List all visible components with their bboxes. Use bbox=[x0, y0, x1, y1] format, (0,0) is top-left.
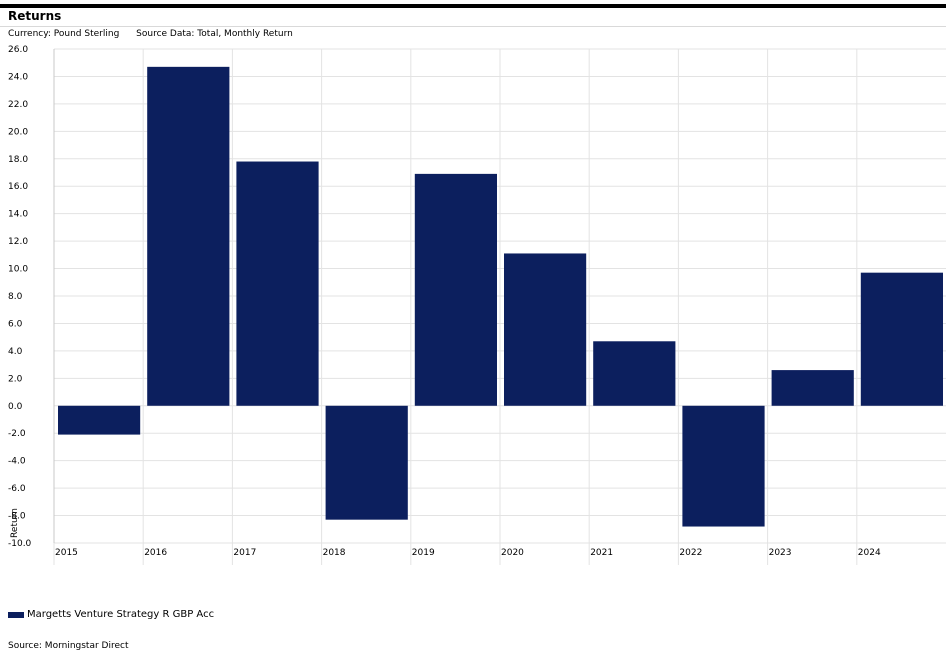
chart-meta: Currency: Pound Sterling Source Data: To… bbox=[8, 29, 293, 39]
x-tick-label: 2017 bbox=[233, 548, 256, 558]
y-tick-label: 0.0 bbox=[8, 402, 23, 412]
y-tick-label: 10.0 bbox=[8, 265, 28, 275]
returns-bar-chart: -10.0 -8.0 -6.0 -4.0 -2.0 0.0 2.0 4.0 6.0 8.0 10.0… bbox=[8, 45, 946, 565]
bar-2015 bbox=[58, 405, 141, 435]
y-tick-label: 8.0 bbox=[8, 292, 23, 302]
source-note: Source: Morningstar Direct bbox=[8, 641, 129, 651]
bar-2020 bbox=[504, 253, 587, 406]
x-tick-label: 2020 bbox=[501, 548, 524, 558]
x-tick-label: 2022 bbox=[679, 548, 702, 558]
y-tick-label: -10.0 bbox=[8, 539, 32, 549]
currency-label: Currency: Pound Sterling bbox=[8, 29, 120, 39]
x-tick-label: 2019 bbox=[412, 548, 435, 558]
y-tick-label: -6.0 bbox=[8, 484, 26, 494]
bar-2017 bbox=[236, 161, 319, 406]
y-tick-label: 18.0 bbox=[8, 155, 28, 165]
chart-legend: Margetts Venture Strategy R GBP Acc bbox=[8, 609, 214, 620]
header-divider bbox=[0, 26, 946, 27]
y-tick-label: 16.0 bbox=[8, 182, 28, 192]
y-tick-label: 2.0 bbox=[8, 374, 23, 384]
x-tick-label: 2023 bbox=[769, 548, 792, 558]
y-axis-title: Return bbox=[10, 508, 20, 538]
top-rule bbox=[0, 4, 946, 8]
y-tick-label: 22.0 bbox=[8, 100, 28, 110]
bar-2024 bbox=[860, 272, 943, 406]
y-tick-label: 12.0 bbox=[8, 237, 28, 247]
bar-2016 bbox=[147, 66, 230, 406]
y-tick-label: -4.0 bbox=[8, 457, 26, 467]
y-tick-label: 4.0 bbox=[8, 347, 23, 357]
bar-2018 bbox=[325, 405, 408, 520]
y-tick-label: 24.0 bbox=[8, 72, 28, 82]
bar-2019 bbox=[414, 173, 497, 406]
y-tick-label: 14.0 bbox=[8, 210, 28, 220]
source-data-label: Source Data: Total, Monthly Return bbox=[136, 29, 293, 39]
y-tick-label: 26.0 bbox=[8, 45, 28, 55]
chart-title: Returns bbox=[8, 9, 62, 23]
y-tick-label: 20.0 bbox=[8, 127, 28, 137]
y-tick-label: 6.0 bbox=[8, 319, 23, 329]
x-tick-label: 2018 bbox=[323, 548, 346, 558]
bar-2021 bbox=[593, 341, 676, 406]
bar-2023 bbox=[771, 370, 854, 406]
x-tick-label: 2024 bbox=[858, 548, 881, 558]
y-tick-label: -2.0 bbox=[8, 429, 26, 439]
x-tick-label: 2021 bbox=[590, 548, 613, 558]
legend-swatch bbox=[8, 611, 24, 618]
x-tick-label: 2016 bbox=[144, 548, 167, 558]
bar-2022 bbox=[682, 405, 765, 527]
y-tick-label: -8.0 bbox=[8, 512, 26, 522]
legend-label: Margetts Venture Strategy R GBP Acc bbox=[27, 609, 215, 620]
x-tick-label: 2015 bbox=[55, 548, 78, 558]
